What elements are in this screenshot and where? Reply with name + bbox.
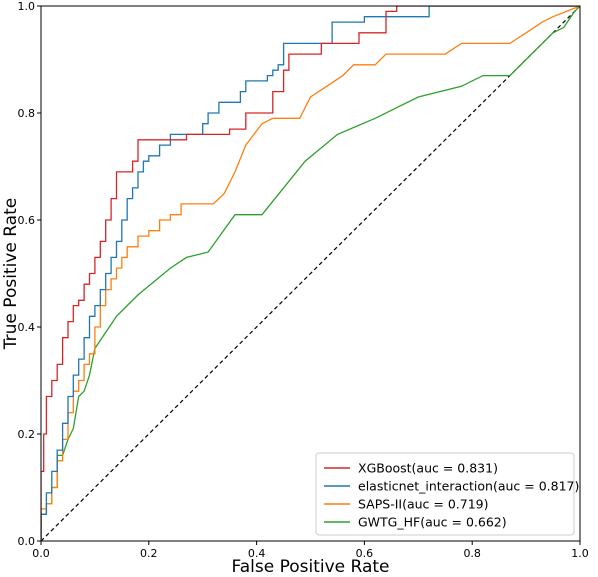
x-tick-label: 0.8 <box>463 547 481 560</box>
roc-curve-1 <box>41 6 580 541</box>
roc-curve-2 <box>41 6 580 541</box>
legend-entry: elasticnet_interaction(auc = 0.817) <box>358 479 579 494</box>
x-tick-label: 0.6 <box>356 547 374 560</box>
x-tick-label: 1.0 <box>571 547 589 560</box>
x-tick-label: 0.4 <box>248 547 266 560</box>
legend-entry: SAPS-II(auc = 0.719) <box>358 497 489 512</box>
x-tick-label: 0.0 <box>32 547 50 560</box>
legend-box <box>315 452 575 536</box>
legend: XGBoost(auc = 0.831) elasticnet_interacti… <box>315 452 579 536</box>
y-tick-label: 0.4 <box>18 321 36 334</box>
x-axis-label: False Positive Rate <box>232 557 390 577</box>
legend-entry: GWTG_HF(auc = 0.662) <box>358 515 507 530</box>
y-tick-label: 0.8 <box>18 107 36 120</box>
axis-ticks: 0.0 0.2 0.4 0.6 0.8 1.0 0.0 0.2 0.4 0.6 0.8 1.0 <box>18 0 589 560</box>
plot-frame <box>40 5 581 542</box>
y-tick-label: 1.0 <box>18 0 36 13</box>
chance-diagonal-line <box>41 6 580 541</box>
legend-entry: XGBoost(auc = 0.831) <box>358 461 498 476</box>
y-tick-label: 0.0 <box>18 535 36 548</box>
y-tick-label: 0.2 <box>18 428 36 441</box>
plot-lines <box>41 6 580 541</box>
y-axis-label: True Positive Rate <box>1 198 21 350</box>
x-tick-label: 0.2 <box>140 547 158 560</box>
y-tick-label: 0.6 <box>18 214 36 227</box>
